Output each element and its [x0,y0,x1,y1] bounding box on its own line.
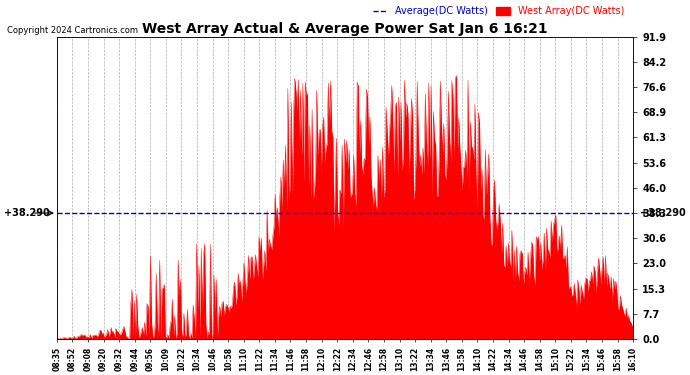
Legend: Average(DC Watts), West Array(DC Watts): Average(DC Watts), West Array(DC Watts) [368,2,629,20]
Title: West Array Actual & Average Power Sat Jan 6 16:21: West Array Actual & Average Power Sat Ja… [142,22,548,36]
Text: +38.290: +38.290 [640,208,686,218]
Text: +38.290: +38.290 [4,208,50,218]
Text: Copyright 2024 Cartronics.com: Copyright 2024 Cartronics.com [7,26,138,35]
